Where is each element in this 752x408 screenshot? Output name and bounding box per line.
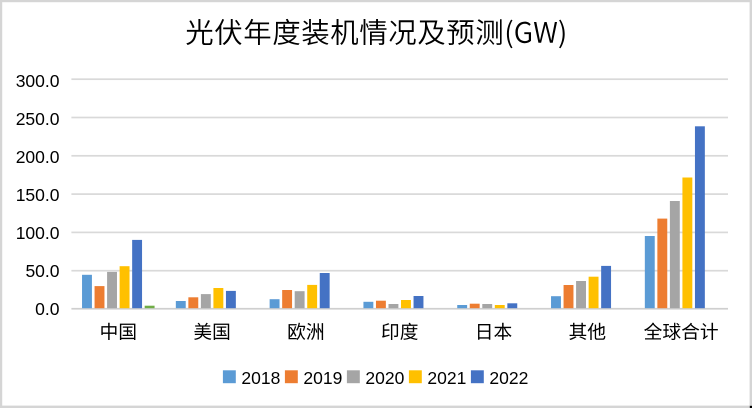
svg-text:150.0: 150.0 xyxy=(16,185,60,205)
svg-text:50.0: 50.0 xyxy=(25,261,59,281)
svg-text:0.0: 0.0 xyxy=(35,299,60,319)
svg-text:2022: 2022 xyxy=(489,368,528,388)
svg-text:250.0: 250.0 xyxy=(16,109,60,129)
svg-text:200.0: 200.0 xyxy=(16,147,60,167)
svg-text:2018: 2018 xyxy=(241,368,280,388)
svg-text:300.0: 300.0 xyxy=(16,71,60,91)
svg-text:100.0: 100.0 xyxy=(16,223,60,243)
svg-text:2019: 2019 xyxy=(303,368,342,388)
svg-text:2021: 2021 xyxy=(427,368,466,388)
svg-text:2020: 2020 xyxy=(365,368,404,388)
